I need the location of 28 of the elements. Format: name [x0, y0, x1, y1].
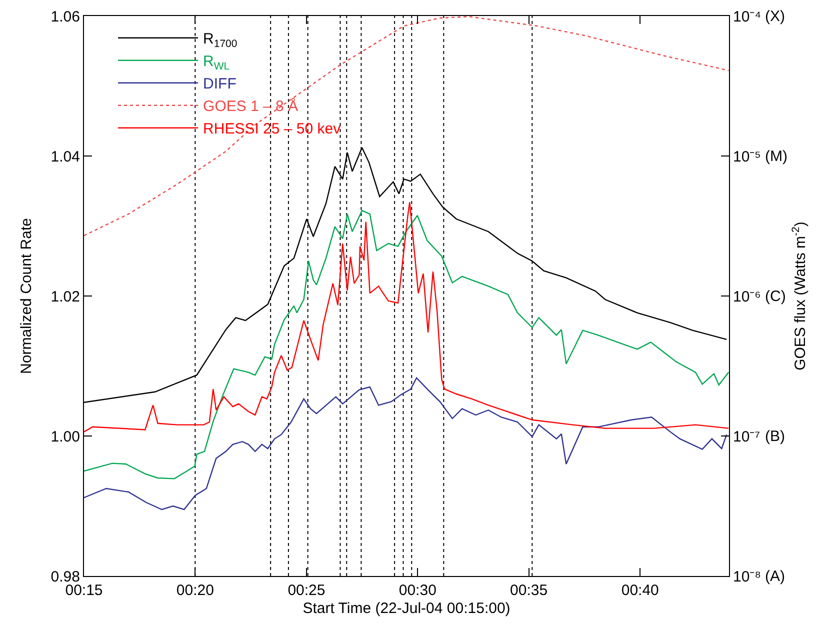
y2-tick-label: 10⁻⁸ [733, 568, 762, 586]
x-axis-title: Start Time (22-Jul-04 00:15:00) [302, 600, 510, 617]
text: DIFF [203, 76, 236, 93]
text: (X) [765, 8, 785, 25]
text: (M) [765, 148, 788, 165]
y2-tick-label: 10⁻⁵ [733, 148, 761, 166]
x-tick-label: 00:40 [621, 582, 659, 599]
text: (C) [765, 288, 786, 305]
x-tick-label: 00:20 [176, 582, 214, 599]
y-tick-label: 1.00 [50, 428, 80, 446]
text: (B) [765, 428, 785, 445]
y-tick-label: 1.04 [50, 148, 80, 166]
y2-tick-label: 10⁻⁶ [733, 288, 761, 306]
legend-label: R$_{1700}$ [203, 30, 238, 50]
line-series [84, 210, 729, 480]
y-tick-label: 1.02 [50, 288, 80, 306]
line-series [84, 377, 728, 510]
y2-tick-label: 10⁻⁷ [733, 428, 760, 446]
y2-tick-label: 10⁻⁴ [733, 8, 762, 26]
y-axis-title: Normalized Count Rate [18, 218, 36, 374]
text: R$_{WL}$ [203, 53, 230, 72]
line-series [84, 202, 729, 432]
x-tick-label: 00:25 [288, 582, 326, 599]
text: (A) [765, 568, 785, 585]
line-series [84, 16, 729, 236]
x-tick-label: 00:30 [398, 582, 436, 599]
x-tick-label: 00:35 [510, 582, 548, 599]
y-tick-label: 1.06 [50, 8, 80, 26]
